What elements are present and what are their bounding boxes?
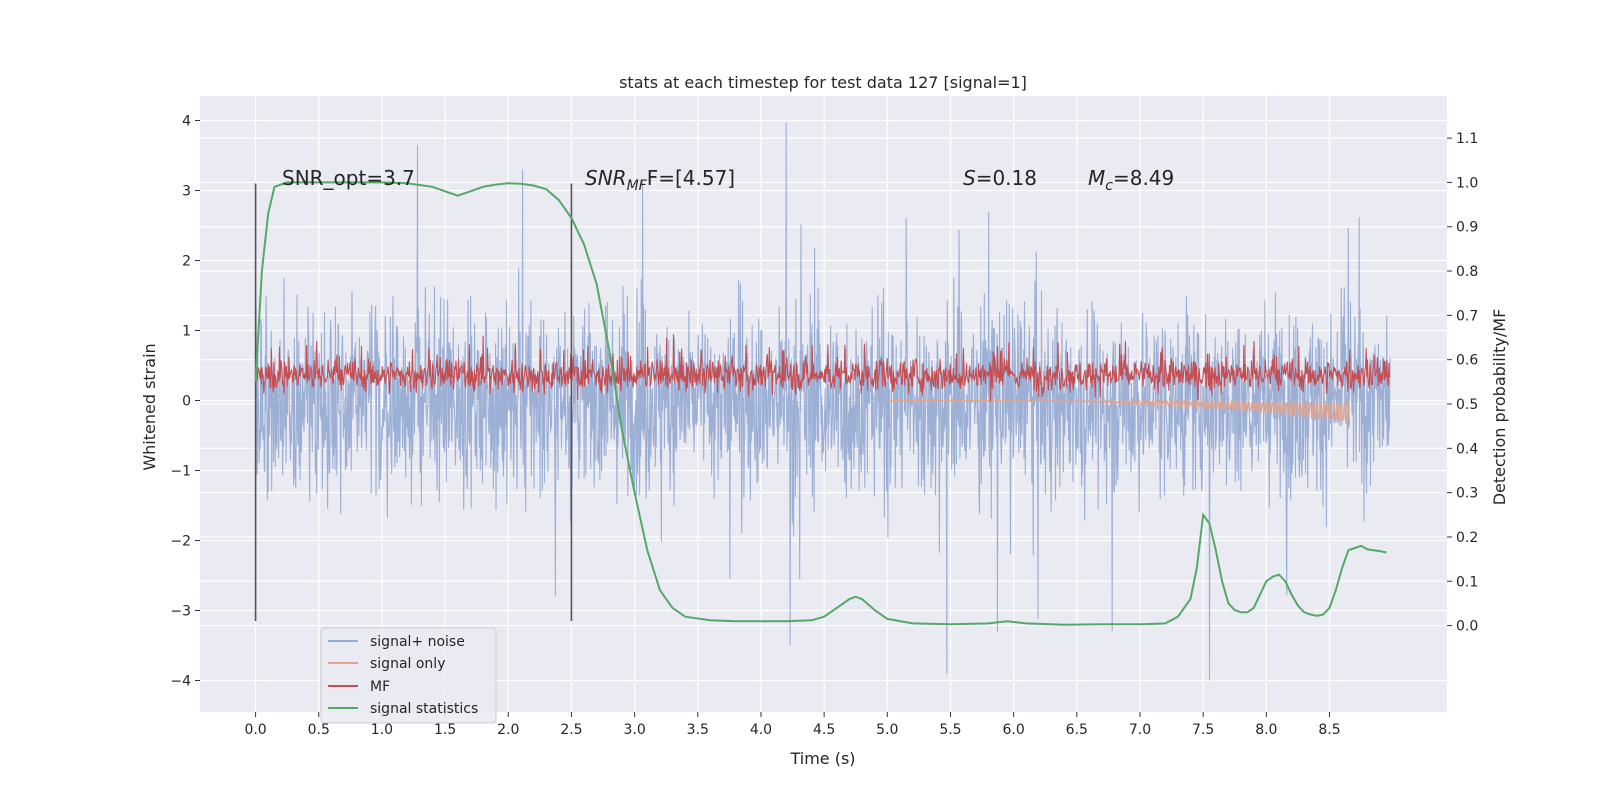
x-tick-label: 1.5 (434, 722, 456, 738)
y-left-tick-label: −2 (170, 534, 191, 550)
y-right-tick-label: 0.5 (1456, 397, 1478, 413)
y-right-tick-label: 0.6 (1456, 353, 1478, 369)
s-annotation: S=0.18 (963, 166, 1037, 190)
x-tick-label: 8.0 (1255, 722, 1277, 738)
x-tick-label: 2.0 (497, 722, 519, 738)
x-tick-label: 7.5 (1192, 722, 1214, 738)
s-symbol: S (963, 166, 976, 190)
mc-annotation: Mc=8.49 (1088, 166, 1174, 194)
snr-opt-annotation: SNR_opt=3.7 (282, 166, 415, 190)
y-right-tick-label: 1.1 (1456, 131, 1478, 147)
legend-label-signal-only: signal only (370, 656, 445, 672)
left-y-axis-ticks: 4 3 2 1 0 −1 −2 −3 −4 (170, 114, 200, 690)
snr-mf-annotation: SNRMFF=[4.57] (585, 166, 735, 194)
signal-noise-line (255, 122, 1391, 681)
y-right-tick-label: 0.2 (1456, 530, 1478, 546)
y-left-tick-label: 4 (182, 114, 191, 130)
y-right-tick-label: 0.4 (1456, 441, 1478, 457)
mc-value: =8.49 (1113, 166, 1174, 190)
y-left-tick-label: −3 (170, 604, 191, 620)
y-left-tick-label: 3 (182, 184, 191, 200)
x-tick-label: 3.0 (623, 722, 645, 738)
x-tick-label: 5.5 (939, 722, 961, 738)
y-right-tick-label: 0.9 (1456, 220, 1478, 236)
signal-statistics-series (254, 181, 1387, 626)
x-axis-label: Time (s) (789, 749, 855, 768)
mc-sub: c (1105, 178, 1113, 194)
x-tick-label: 6.5 (1066, 722, 1088, 738)
y-left-tick-label: 1 (182, 324, 191, 340)
snr-mf-suffix: F=[4.57] (647, 166, 735, 190)
x-tick-label: 0.5 (308, 722, 330, 738)
signal-only-series (887, 398, 1351, 425)
chart-title: stats at each timestep for test data 127… (619, 73, 1027, 92)
y-left-tick-label: 2 (182, 254, 191, 270)
mf-series (255, 334, 1391, 402)
x-axis-ticks: 0.0 0.5 1.0 1.5 2.0 2.5 3.0 3.5 4.0 4.5 5.0 5.5 6.0 6… (244, 712, 1341, 738)
mc-symbol: M (1088, 166, 1105, 190)
mf-line (255, 334, 1391, 402)
legend-box (320, 627, 497, 724)
signal-noise-series (255, 122, 1391, 681)
x-tick-label: 4.5 (813, 722, 835, 738)
signal-statistics-line (254, 181, 1387, 626)
vertical-markers (254, 183, 573, 621)
y-right-tick-label: 0.0 (1456, 619, 1478, 635)
s-value: =0.18 (976, 166, 1037, 190)
x-tick-label: 2.5 (560, 722, 582, 738)
legend-label-signal-noise: signal+ noise (370, 634, 465, 650)
y-right-tick-label: 0.7 (1456, 308, 1478, 324)
legend-label-mf: MF (370, 679, 390, 695)
x-tick-label: 8.5 (1318, 722, 1340, 738)
x-tick-label: 6.0 (1003, 722, 1025, 738)
x-tick-label: 4.0 (750, 722, 772, 738)
y-right-tick-label: 0.8 (1456, 264, 1478, 280)
y-right-tick-label: 1.0 (1456, 175, 1478, 191)
x-tick-label: 3.5 (687, 722, 709, 738)
signal-only-line (887, 398, 1351, 425)
x-tick-label: 0.0 (244, 722, 266, 738)
x-tick-label: 1.0 (371, 722, 393, 738)
y-left-tick-label: −1 (170, 464, 191, 480)
right-y-axis-ticks: 1.1 1.0 0.9 0.8 0.7 0.6 0.5 0.4 0.3 0.2 0.1 0.0 (1447, 131, 1478, 635)
y-right-tick-label: 0.3 (1456, 486, 1478, 502)
y-left-tick-label: 0 (182, 394, 191, 410)
legend: signal+ noise signal only MF signal stat… (320, 627, 497, 724)
left-y-axis-label: Whitened strain (140, 343, 159, 470)
y-left-tick-label: −4 (170, 674, 191, 690)
legend-label-signal-statistics: signal statistics (370, 701, 478, 717)
x-tick-label: 7.0 (1129, 722, 1151, 738)
y-right-tick-label: 0.1 (1456, 574, 1478, 590)
snr-mf-prefix: SNR (585, 166, 627, 190)
right-y-axis-label: Detection probability/MF (1490, 309, 1509, 506)
snr-mf-sub: MF (627, 178, 648, 194)
x-tick-label: 5.0 (876, 722, 898, 738)
